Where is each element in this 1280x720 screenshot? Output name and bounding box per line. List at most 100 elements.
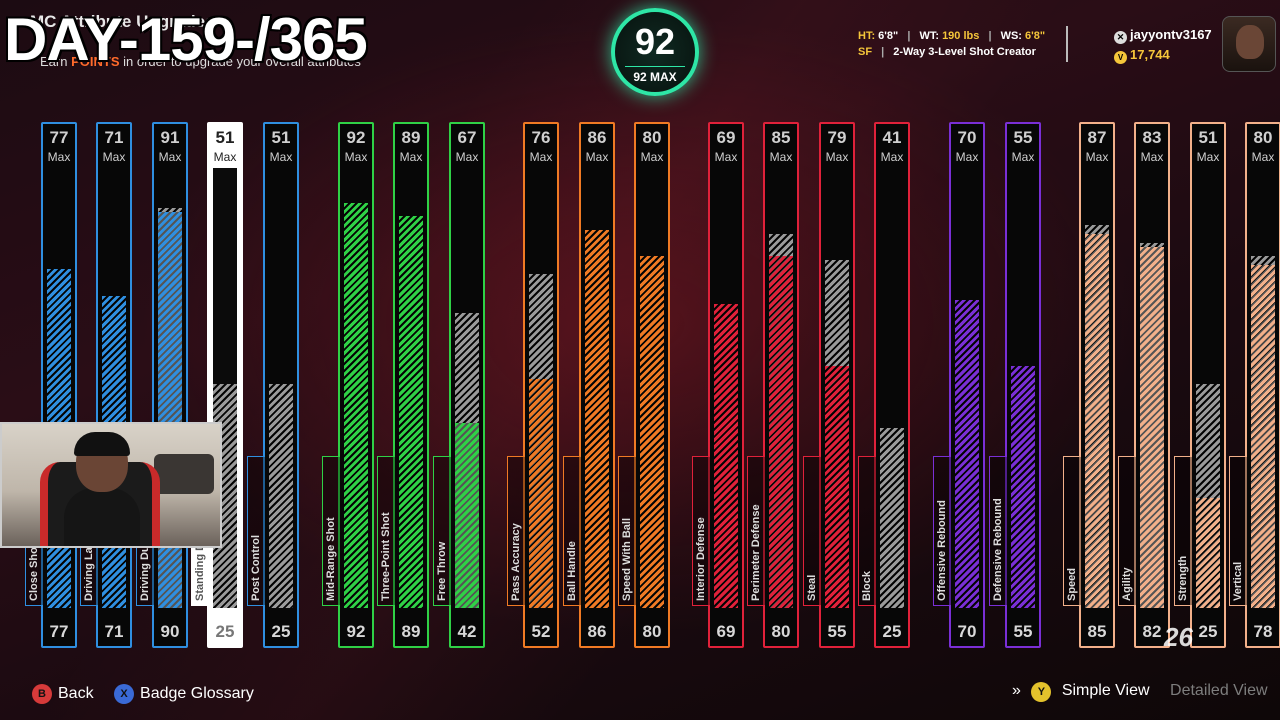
attribute-current-value: 80 (771, 622, 791, 641)
attribute-name-tab: Mid-Range Shot (322, 456, 340, 606)
attribute-name: Three-Point Shot (380, 512, 392, 601)
player-info: HT: 6'8" | WT: 190 lbs | WS: 6'8" SF | 2… (858, 30, 1046, 58)
back-button[interactable]: B Back (32, 684, 94, 704)
xbox-icon: ✕ (1114, 31, 1127, 44)
attribute-track (529, 168, 553, 608)
attribute-bar-defensive-rebound[interactable]: 55 Max 55 Defensive Rebound (989, 122, 1041, 648)
attribute-bar-steal[interactable]: 79 Max 55 Steal (803, 122, 855, 648)
attribute-track (344, 168, 368, 608)
attribute-bar-mid-range-shot[interactable]: 92 Max 92 Mid-Range Shot (322, 122, 374, 648)
attribute-max-label: Max (269, 150, 293, 164)
attribute-current-value: 82 (1142, 622, 1162, 641)
attribute-name-tab: Strength (1174, 456, 1192, 606)
attribute-track (1011, 168, 1035, 608)
attribute-max-value: 51 (271, 128, 291, 147)
game-watermark: 26 (1164, 622, 1193, 652)
attribute-name-tab: Agility (1118, 456, 1136, 606)
attribute-bar-block[interactable]: 41 Max 25 Block (858, 122, 910, 648)
attribute-name-tab: Free Throw (433, 456, 451, 606)
attribute-current-fill (1140, 247, 1164, 608)
attribute-name: Offensive Rebound (936, 500, 948, 601)
attribute-track (880, 168, 904, 608)
attribute-bar-interior-defense[interactable]: 69 Max 69 Interior Defense (692, 122, 744, 648)
attribute-name: Speed (1066, 567, 1078, 601)
attribute-name: Interior Defense (695, 517, 707, 601)
attribute-bar-strength[interactable]: 51 Max 25 Strength (1174, 122, 1226, 648)
attribute-bar-ball-handle[interactable]: 86 Max 86 Ball Handle (563, 122, 615, 648)
attribute-track (1140, 168, 1164, 608)
subtitle-accent: POINTS (71, 54, 120, 69)
attribute-bar-driving-layup[interactable]: 71 Max 71 Driving Layup (80, 122, 132, 648)
attribute-max-label: Max (455, 150, 479, 164)
attribute-current-fill (158, 212, 182, 608)
attribute-max-value: 79 (827, 128, 847, 147)
badge-glossary-label: Badge Glossary (140, 685, 254, 702)
attribute-max-value: 51 (215, 128, 235, 147)
attribute-bar-standing-dunk[interactable]: 51 Max 25 Standing Dunk (191, 122, 243, 648)
attribute-potential-fill (269, 383, 293, 608)
attribute-track (640, 168, 664, 608)
player-avatar (1222, 16, 1276, 72)
height-label: HT: (858, 30, 876, 42)
attribute-current-fill (769, 256, 793, 608)
attribute-bar-free-throw[interactable]: 67 Max 42 Free Throw (433, 122, 485, 648)
attribute-name: Perimeter Defense (750, 504, 762, 601)
attribute-track (269, 168, 293, 608)
attribute-name: Speed With Ball (621, 517, 633, 601)
attribute-current-fill (714, 304, 738, 608)
attribute-max-value: 51 (1198, 128, 1218, 147)
attribute-track (1251, 168, 1275, 608)
attribute-max-value: 76 (531, 128, 551, 147)
attribute-name-tab: Pass Accuracy (507, 456, 525, 606)
attribute-max-value: 80 (642, 128, 662, 147)
screen-title: MC Attribute Upgrades (30, 12, 215, 31)
attribute-name-tab: Speed With Ball (618, 456, 636, 606)
attribute-name: Free Throw (436, 541, 448, 601)
position-value: SF (858, 46, 873, 58)
attribute-max-value: 83 (1142, 128, 1162, 147)
weight-label: WT: (919, 30, 939, 42)
attribute-current-value: 25 (1198, 622, 1218, 641)
detailed-view-option[interactable]: Detailed View (1170, 682, 1268, 699)
attribute-bar-offensive-rebound[interactable]: 70 Max 70 Offensive Rebound (933, 122, 985, 648)
attribute-bar-perimeter-defense[interactable]: 85 Max 80 Perimeter Defense (747, 122, 799, 648)
attribute-track (1196, 168, 1220, 608)
attribute-bar-speed-with-ball[interactable]: 80 Max 80 Speed With Ball (618, 122, 670, 648)
attribute-name: Pass Accuracy (510, 523, 522, 601)
attribute-max-value: 77 (49, 128, 69, 147)
attribute-bar-speed[interactable]: 87 Max 85 Speed (1063, 122, 1115, 648)
attribute-name-tab: Vertical (1229, 456, 1247, 606)
simple-view-option[interactable]: Simple View (1061, 682, 1150, 699)
b-button-icon: B (32, 684, 52, 704)
attribute-bar-agility[interactable]: 83 Max 82 Agility (1118, 122, 1170, 648)
attribute-current-value: 80 (642, 622, 662, 641)
attribute-bar-vertical[interactable]: 80 Max 78 Vertical (1229, 122, 1280, 648)
attribute-name: Defensive Rebound (992, 498, 1004, 601)
webcam-person (64, 432, 140, 546)
attribute-current-fill (455, 423, 479, 608)
attribute-max-label: Max (213, 150, 237, 164)
attribute-name: Block (861, 571, 873, 601)
webcam-couch (154, 454, 214, 494)
attribute-track (1085, 168, 1109, 608)
attribute-bar-close-shot[interactable]: 77 Max 77 Close Shot (25, 122, 77, 648)
attribute-name-tab: Three-Point Shot (377, 456, 395, 606)
attribute-current-fill (825, 366, 849, 608)
attribute-max-value: 92 (346, 128, 366, 147)
attribute-current-fill (399, 216, 423, 608)
attribute-max-value: 41 (882, 128, 902, 147)
attribute-track (399, 168, 423, 608)
attribute-bar-pass-accuracy[interactable]: 76 Max 52 Pass Accuracy (507, 122, 559, 648)
attribute-bar-post-control[interactable]: 51 Max 25 Post Control (247, 122, 299, 648)
wingspan-value: 6'8" (1025, 30, 1046, 42)
attribute-current-fill (640, 256, 664, 608)
badge-glossary-button[interactable]: X Badge Glossary (114, 684, 254, 704)
attribute-name: Close Shot (28, 543, 40, 601)
attribute-max-label: Max (1251, 150, 1275, 164)
attribute-current-value: 42 (457, 622, 477, 641)
attribute-current-value: 89 (401, 622, 421, 641)
attribute-bar-driving-dunk[interactable]: 91 Max 90 Driving Dunk (136, 122, 188, 648)
attribute-bar-three-point-shot[interactable]: 89 Max 89 Three-Point Shot (377, 122, 429, 648)
subtitle-pre: Earn (40, 54, 68, 69)
attribute-current-value: 71 (104, 622, 124, 641)
